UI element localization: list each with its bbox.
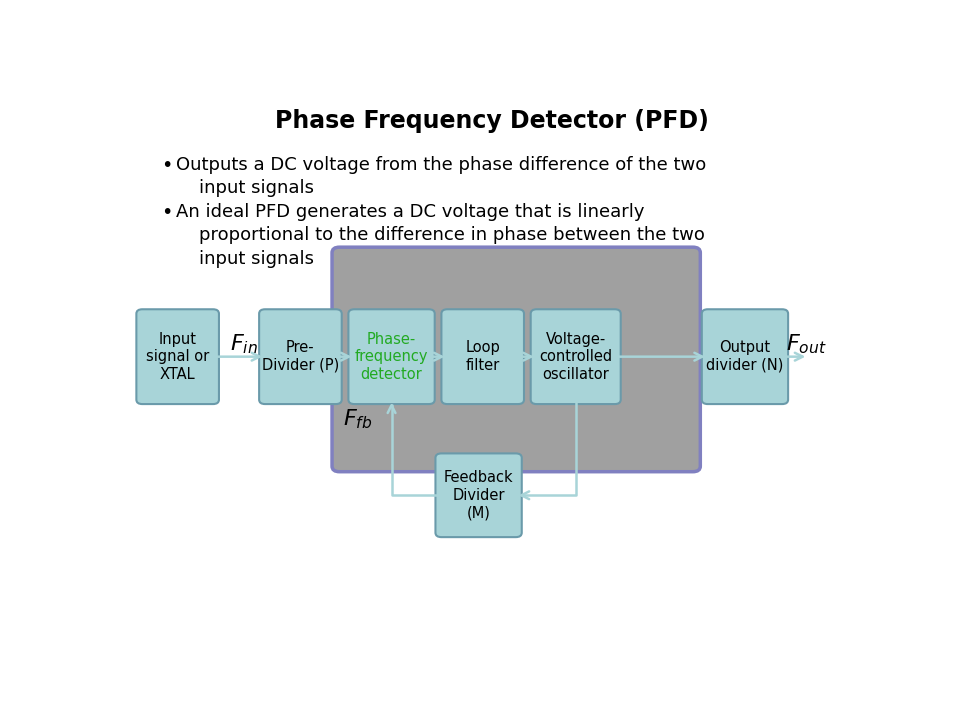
- FancyBboxPatch shape: [259, 310, 342, 404]
- Text: Output
divider (N): Output divider (N): [707, 341, 783, 373]
- FancyBboxPatch shape: [442, 310, 524, 404]
- Text: Input
signal or
XTAL: Input signal or XTAL: [146, 332, 209, 382]
- Text: An ideal PFD generates a DC voltage that is linearly
    proportional to the dif: An ideal PFD generates a DC voltage that…: [176, 203, 705, 268]
- FancyBboxPatch shape: [531, 310, 621, 404]
- FancyBboxPatch shape: [348, 310, 435, 404]
- FancyBboxPatch shape: [136, 310, 219, 404]
- Text: Phase Frequency Detector (PFD): Phase Frequency Detector (PFD): [276, 109, 708, 132]
- Text: •: •: [161, 156, 172, 175]
- Text: Phase-
frequency
detector: Phase- frequency detector: [355, 332, 428, 382]
- Text: Feedback
Divider
(M): Feedback Divider (M): [444, 470, 514, 520]
- FancyBboxPatch shape: [702, 310, 788, 404]
- Text: Loop
filter: Loop filter: [466, 341, 500, 373]
- Text: Voltage-
controlled
oscillator: Voltage- controlled oscillator: [540, 332, 612, 382]
- FancyBboxPatch shape: [436, 454, 522, 537]
- Text: $F_{fb}$: $F_{fb}$: [344, 408, 372, 431]
- FancyBboxPatch shape: [332, 247, 701, 472]
- Text: Pre-
Divider (P): Pre- Divider (P): [262, 341, 339, 373]
- Text: Outputs a DC voltage from the phase difference of the two
    input signals: Outputs a DC voltage from the phase diff…: [176, 156, 706, 197]
- Text: $F_{out}$: $F_{out}$: [786, 333, 827, 356]
- Text: •: •: [161, 203, 172, 222]
- Text: $F_{in}$: $F_{in}$: [230, 333, 258, 356]
